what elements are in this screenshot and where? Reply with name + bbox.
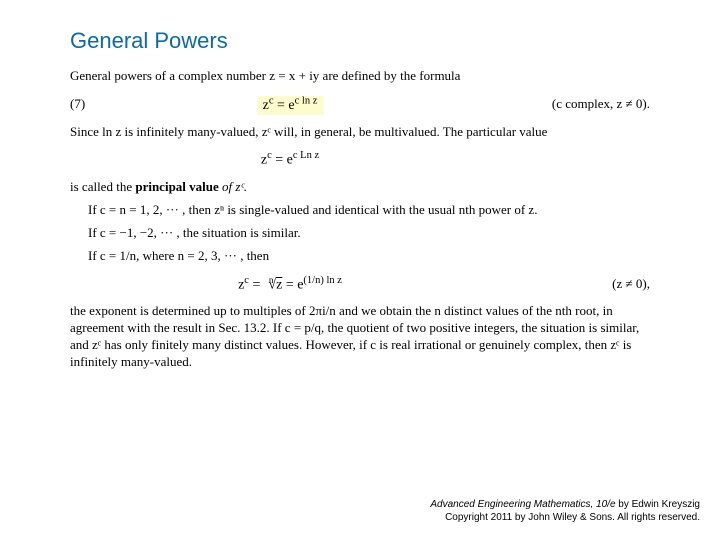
author: by Edwin Kreyszig [616,499,700,510]
paragraph-end: the exponent is determined up to multipl… [70,303,650,371]
equation-7: (7) zc = ec ln z (c complex, z ≠ 0). [70,95,650,114]
book-title: Advanced Engineering Mathematics, 10/e [430,499,615,510]
if-case-3: If c = 1/n, where n = 2, 3, ··· , then [70,248,650,265]
equation-root: zc = n√z = e(1/n) ln z (z ≠ 0), [70,275,650,294]
equation-body: zc = n√z = e(1/n) ln z [110,275,470,294]
equation-body: zc = ec ln z [110,95,470,114]
if-case-2: If c = −1, −2, ··· , the situation is si… [70,225,650,242]
copyright-footer: Advanced Engineering Mathematics, 10/e b… [430,498,700,524]
equation-number: (7) [70,96,110,112]
if-case-1: If c = n = 1, 2, ··· , then zⁿ is single… [70,202,650,219]
equation-principal: zc = ec Ln z [70,150,650,169]
page-title: General Powers [70,28,650,54]
paragraph-2: Since ln z is infinitely many-valued, zᶜ… [70,124,650,141]
paragraph-3: is called the principal value of zᶜ. [70,179,650,196]
copyright-line: Copyright 2011 by John Wiley & Sons. All… [430,511,700,524]
intro-paragraph: General powers of a complex number z = x… [70,68,650,85]
equation-condition: (z ≠ 0), [470,276,650,292]
equation-condition: (c complex, z ≠ 0). [470,96,650,112]
principal-value-term: principal value [135,179,218,194]
equation-body: zc = ec Ln z [110,150,470,169]
